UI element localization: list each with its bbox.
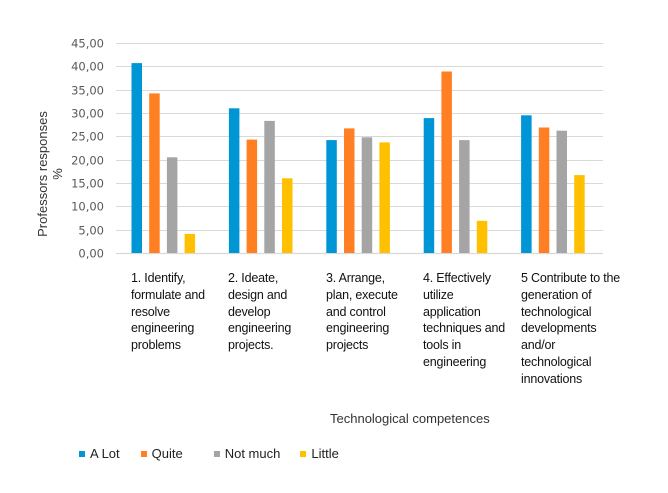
x-tick-label-line: design and — [228, 287, 288, 302]
x-tick-label-line: 4. Effectively — [423, 271, 491, 285]
x-tick-label-line: projects — [326, 338, 369, 353]
x-tick-label-line: engineering — [326, 321, 390, 336]
bar-little — [379, 142, 390, 253]
x-tick-label-line: 1. Identify, — [131, 271, 186, 285]
x-tick-label-line: utilize — [423, 287, 454, 302]
y-tick-label: 20,00 — [71, 154, 104, 168]
x-tick-label-line: 5 Contribute to the — [521, 271, 621, 285]
y-tick-label: 0,00 — [78, 247, 104, 261]
y-axis-title: Professors responses % — [35, 111, 65, 237]
x-tick-label: 5 Contribute to the generation of technolo… — [521, 270, 620, 388]
y-tick-label: 15,00 — [71, 177, 104, 191]
bar-little — [476, 220, 488, 253]
x-axis-title: Technological competences — [330, 411, 490, 426]
bar-little — [574, 175, 585, 253]
bar-a-lot — [423, 118, 435, 253]
legend: A Lot Quite Not much Little — [79, 446, 359, 461]
y-axis-ticks: 0,00 5,00 10,00 15,00 20,00 25,00 30,00 35,00 40… — [71, 37, 104, 261]
y-tick-label: 30,00 — [71, 107, 104, 121]
bar-quite — [441, 71, 452, 253]
gridlines — [116, 43, 603, 255]
x-tick-label-line: technological — [521, 354, 592, 369]
legend-label: Not much — [224, 446, 281, 461]
bar-a-lot — [131, 63, 142, 253]
y-axis-title-line-2: % — [50, 168, 65, 180]
bar-not-much — [166, 157, 178, 253]
bar-quite — [246, 139, 258, 253]
legend-item: Quite — [140, 446, 183, 461]
x-tick-label-line: application — [423, 304, 481, 319]
x-tick-label-line: techniques and — [423, 321, 505, 336]
legend-label: Little — [311, 446, 339, 461]
legend-swatch — [300, 450, 307, 457]
x-tick-label-line: and/or — [521, 338, 556, 353]
y-tick-label: 35,00 — [71, 84, 104, 98]
x-tick-label-line: generation of — [521, 287, 592, 302]
x-tick-label-line: formulate and — [131, 287, 205, 302]
y-tick-label: 10,00 — [71, 200, 104, 214]
bar-little — [282, 178, 293, 253]
x-tick-label-line: tools in — [423, 338, 462, 353]
bar-not-much — [264, 120, 275, 254]
bar-quite — [149, 93, 160, 254]
x-tick-label: 3. Arrange, plan, execute and control engin… — [326, 270, 398, 354]
x-tick-label-line: and control — [326, 304, 386, 319]
legend-item: Not much — [213, 446, 281, 461]
bar-quite — [344, 128, 355, 253]
x-tick-label-line: engineering — [228, 321, 292, 336]
bar-not-much — [556, 130, 567, 253]
x-tick-label-line: engineering — [131, 321, 195, 336]
legend-swatch — [140, 450, 147, 457]
legend-swatch — [213, 450, 220, 457]
x-tick-label-line: resolve — [131, 304, 170, 319]
x-tick-label: 2. Ideate, design and develop engineering pr… — [228, 270, 291, 354]
x-tick-label-line: developments — [521, 321, 597, 336]
bar-a-lot — [521, 115, 532, 253]
bars — [131, 63, 585, 254]
x-tick-label: 1. Identify, formulate and resolve engineer… — [131, 270, 205, 354]
legend-item: A Lot — [79, 446, 120, 461]
legend-label: Quite — [151, 446, 183, 461]
legend-swatch — [79, 450, 85, 457]
x-tick-label: 4. Effectively utilize application techniqu… — [423, 270, 505, 371]
bar-little — [184, 233, 196, 253]
legend-label: A Lot — [90, 446, 120, 461]
bar-not-much — [459, 140, 470, 253]
y-axis-title-line-1: Professors responses — [35, 111, 50, 237]
bar-a-lot — [228, 108, 240, 253]
y-tick-label: 40,00 — [71, 60, 104, 74]
y-tick-label: 45,00 — [71, 37, 104, 51]
bar-not-much — [361, 137, 373, 253]
y-tick-label: 25,00 — [71, 130, 104, 144]
x-tick-label-line: 2. Ideate, — [228, 271, 279, 285]
y-tick-label: 5,00 — [78, 224, 104, 238]
x-tick-label-line: 3. Arrange, — [326, 271, 385, 285]
x-tick-label-line: innovations — [521, 371, 583, 386]
x-tick-label-line: plan, execute — [326, 287, 398, 302]
x-tick-label-line: develop — [228, 304, 271, 319]
bar-quite — [538, 127, 550, 253]
x-tick-label-line: technological — [521, 304, 592, 319]
x-tick-label-line: problems — [131, 338, 181, 353]
x-tick-label-line: engineering — [423, 354, 487, 369]
x-tick-label-line: projects. — [228, 338, 274, 353]
legend-item: Little — [300, 446, 339, 461]
bar-a-lot — [326, 140, 337, 253]
